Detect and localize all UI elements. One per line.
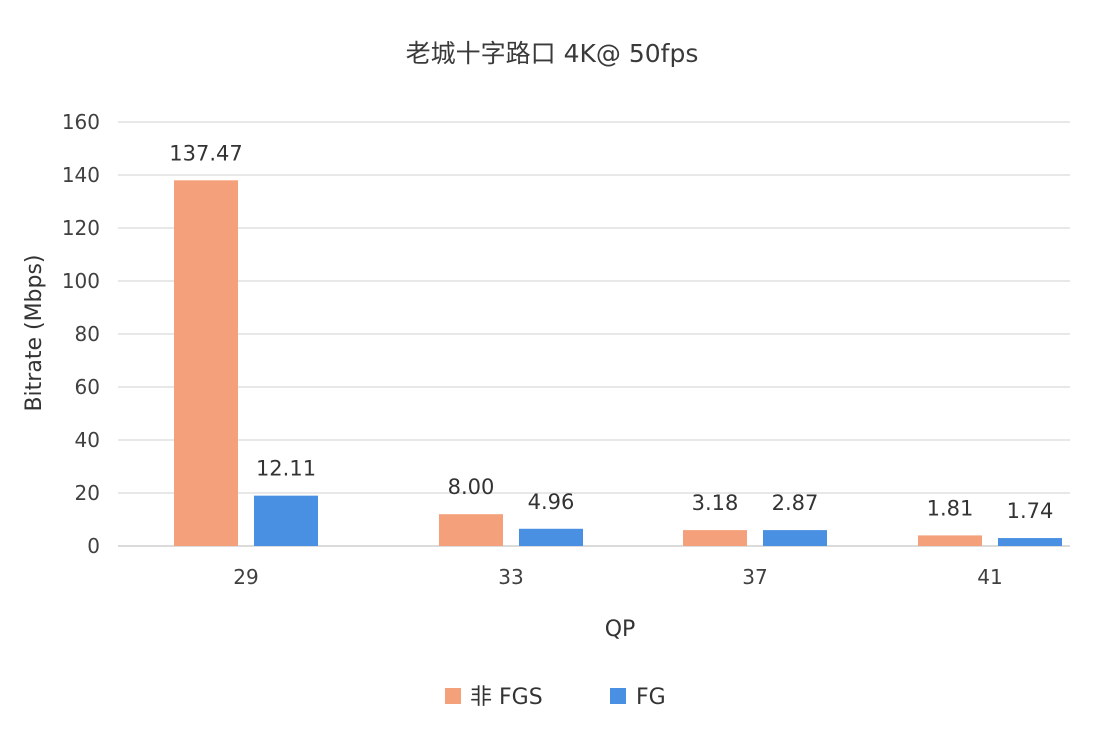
data-label: 4.96 (528, 490, 575, 514)
data-label: 137.47 (169, 141, 242, 165)
bar-non-fgs-qp-41 (918, 535, 982, 546)
x-axis-ticks: 29 33 37 41 (233, 565, 1002, 589)
chart-title: 老城十字路口 4K@ 50fps (406, 39, 699, 68)
legend-label: 非 FGS (470, 685, 543, 710)
bar-fg-qp-33 (519, 528, 583, 546)
y-axis-ticks: 0 20 40 60 80 100 120 140 160 (62, 110, 100, 558)
legend-label: FG (636, 685, 666, 710)
y-tick-label: 100 (62, 269, 100, 293)
bars (174, 180, 1062, 547)
y-tick-label: 120 (62, 216, 100, 240)
y-tick-label: 20 (75, 481, 100, 505)
y-tick-label: 140 (62, 163, 100, 187)
data-label: 3.18 (692, 491, 739, 515)
x-axis-label: QP (605, 617, 636, 642)
y-tick-label: 40 (75, 428, 100, 452)
legend: 非 FGS FG (445, 685, 666, 710)
bar-fg-qp-29 (254, 495, 318, 546)
legend-item-fg: FG (610, 685, 666, 710)
bar-non-fgs-qp-37 (683, 530, 747, 546)
y-tick-label: 60 (75, 375, 100, 399)
data-label: 12.11 (256, 457, 316, 481)
data-label: 8.00 (448, 475, 495, 499)
data-label: 2.87 (772, 491, 819, 515)
legend-item-non-fgs: 非 FGS (445, 685, 543, 710)
bar-non-fgs-qp-29 (174, 180, 238, 547)
bar-fg-qp-37 (763, 530, 827, 546)
bar-fg-qp-41 (998, 538, 1062, 546)
y-axis-label: Bitrate (Mbps) (22, 254, 47, 411)
x-tick-label: 37 (742, 565, 767, 589)
y-tick-label: 80 (75, 322, 100, 346)
gridlines (118, 121, 1070, 547)
y-tick-label: 0 (87, 534, 100, 558)
data-labels: 137.47 12.11 8.00 4.96 3.18 2.87 1.81 1.74 (169, 141, 1053, 523)
y-tick-label: 160 (62, 110, 100, 134)
x-tick-label: 41 (977, 565, 1002, 589)
bar-non-fgs-qp-33 (439, 514, 503, 546)
x-tick-label: 29 (233, 565, 258, 589)
legend-swatch (610, 688, 626, 704)
data-label: 1.74 (1007, 499, 1054, 523)
data-label: 1.81 (927, 496, 974, 520)
legend-swatch (445, 688, 461, 704)
x-tick-label: 33 (498, 565, 523, 589)
